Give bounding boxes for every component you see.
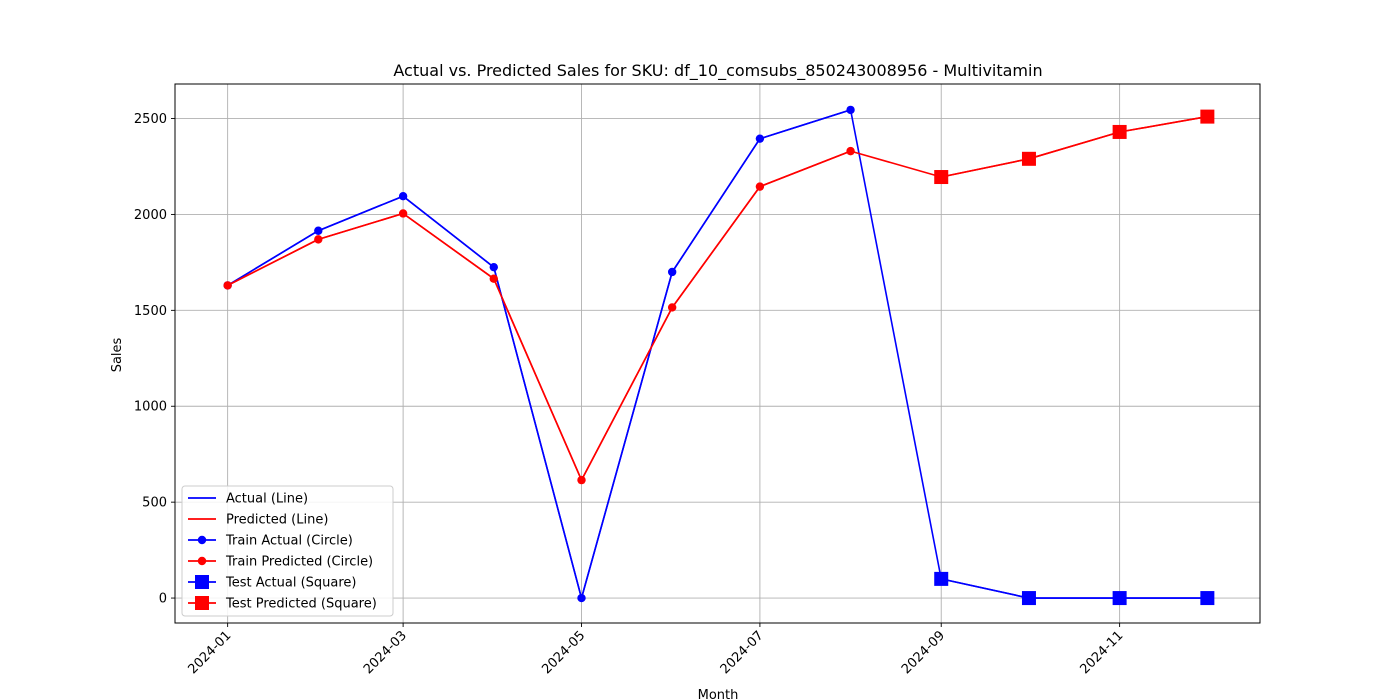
data-point-circle [577, 593, 586, 603]
x-tick-label: 2024-03 [361, 628, 410, 677]
series-line [227, 109, 851, 599]
data-point-circle [755, 182, 765, 191]
data-point-circle [667, 267, 677, 277]
plot-series [223, 105, 1215, 606]
y-tick-label: 500 [142, 496, 167, 511]
plot-frame [174, 83, 1261, 624]
data-point-square [934, 170, 949, 185]
data-point-circle [846, 105, 855, 115]
legend-label: Test Actual (Square) [225, 576, 357, 591]
x-tick-label: 2024-01 [185, 628, 234, 677]
data-point-square [1112, 124, 1127, 139]
data-point-circle [223, 281, 232, 290]
series-line [941, 578, 1208, 599]
y-tick-label: 2000 [134, 208, 167, 223]
series-line [941, 115, 1208, 178]
series-line [227, 150, 851, 481]
legend-marker-circle [197, 556, 207, 566]
data-point-square [1200, 109, 1215, 124]
data-point-square [1200, 591, 1215, 606]
legend-label: Train Predicted (Circle) [225, 555, 373, 570]
y-axis-label: Sales [110, 337, 125, 372]
x-tick-label: 2024-07 [718, 628, 767, 677]
legend-marker-circle [197, 535, 207, 545]
y-tick-label: 2500 [134, 112, 167, 127]
data-point-circle [314, 226, 323, 235]
data-point-circle [755, 134, 765, 143]
legend-marker-square [195, 596, 209, 610]
x-axis-label: Month [698, 688, 739, 700]
data-point-square [1021, 151, 1036, 166]
y-tick-label: 1500 [134, 304, 167, 319]
x-tick-label: 2024-05 [539, 628, 588, 677]
data-point-square [934, 571, 949, 586]
x-tick-label: 2024-09 [899, 628, 948, 677]
legend-label: Train Actual (Circle) [225, 534, 353, 549]
legend-box [181, 485, 394, 617]
x-tick-label: 2024-11 [1077, 628, 1126, 677]
series-line [227, 115, 1208, 481]
data-point-circle [667, 303, 677, 312]
data-point-circle [398, 192, 408, 201]
data-point-circle [398, 209, 408, 218]
legend-label: Actual (Line) [226, 492, 308, 507]
data-point-circle [489, 274, 498, 283]
chart-title: Actual vs. Predicted Sales for SKU: df_1… [393, 61, 1042, 81]
legend: Actual (Line) Predicted (Line) Train Actua… [181, 485, 394, 617]
data-point-circle [314, 235, 323, 244]
legend-label: Test Predicted (Square) [225, 597, 377, 612]
y-tick-label: 0 [159, 592, 167, 607]
data-point-circle [577, 475, 586, 485]
data-point-circle [846, 146, 855, 156]
legend-marker-square [195, 575, 209, 589]
data-point-square [1021, 591, 1036, 606]
data-point-circle [489, 262, 498, 272]
legend-label: Predicted (Line) [226, 513, 328, 528]
y-tick-label: 1000 [134, 400, 167, 415]
data-point-square [1112, 591, 1127, 606]
